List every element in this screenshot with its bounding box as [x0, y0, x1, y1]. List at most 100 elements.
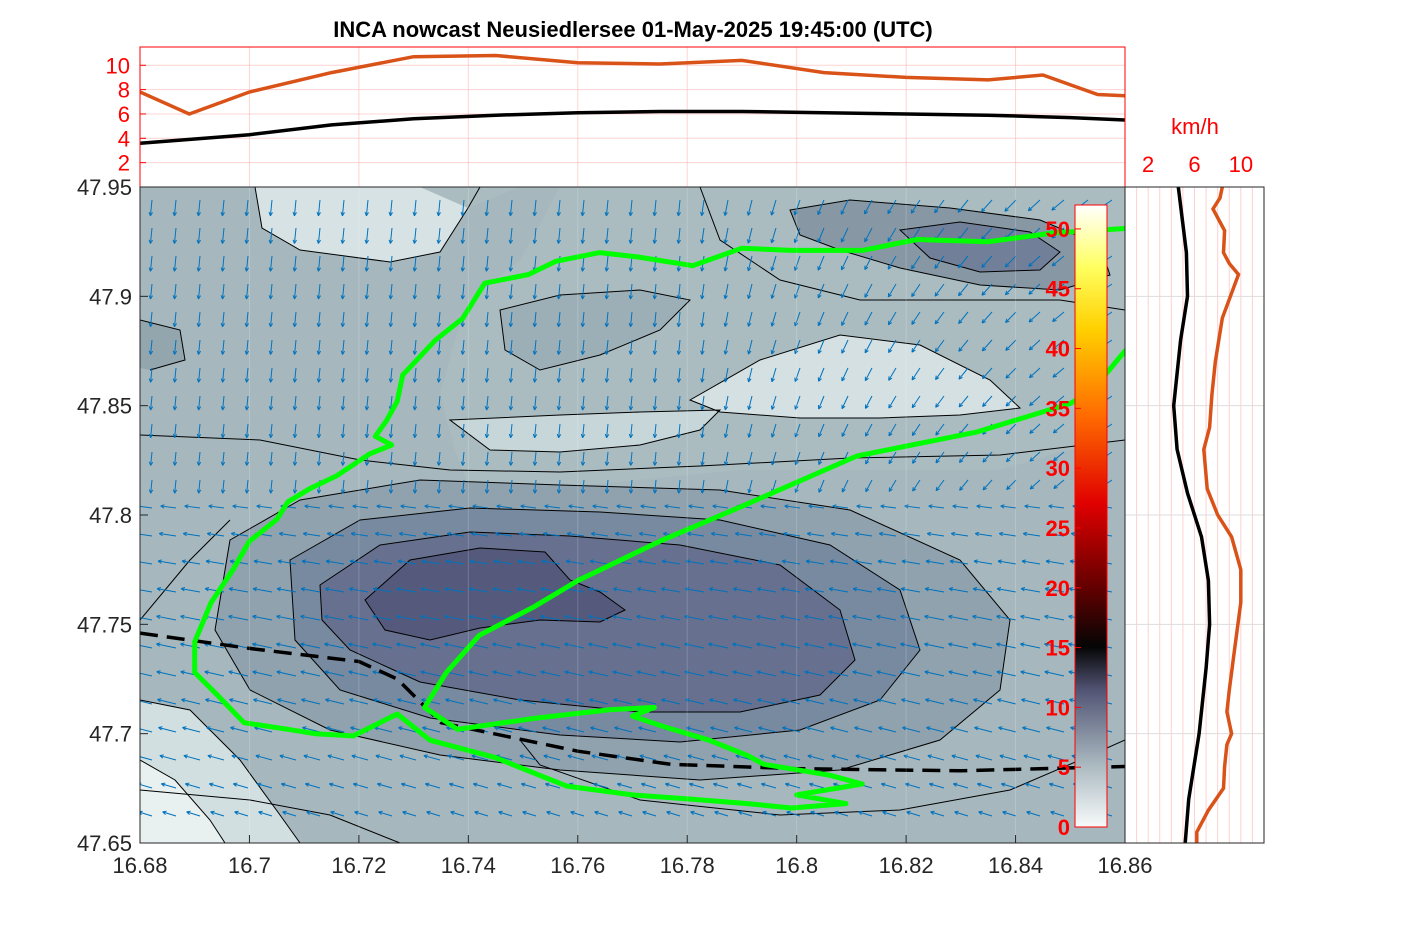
wind-vector-head	[1044, 587, 1050, 592]
wind-vector	[582, 423, 585, 438]
wind-vector	[952, 505, 969, 509]
wind-vector-head	[484, 295, 490, 300]
wind-vector	[951, 532, 969, 537]
wind-vector-head	[948, 670, 953, 675]
wind-vector-head	[829, 559, 834, 564]
wind-vector	[281, 783, 297, 789]
wind-vector	[877, 560, 897, 565]
wind-vector	[222, 451, 225, 466]
wind-vector-head	[220, 239, 225, 244]
wind-vector	[492, 671, 513, 677]
wind-vector	[276, 615, 297, 621]
wind-vector	[927, 755, 945, 761]
wind-vector	[401, 783, 417, 789]
wind-vector	[545, 783, 561, 789]
wind-vector-head	[204, 670, 209, 675]
wind-vector-head	[930, 810, 935, 815]
wind-vector	[294, 423, 297, 438]
wind-vector	[630, 479, 633, 494]
wind-vector	[365, 255, 369, 272]
wind-vector	[1048, 505, 1065, 509]
wind-vector	[256, 505, 273, 509]
wind-vector	[1005, 395, 1017, 407]
wind-vector-head	[397, 698, 402, 703]
wind-vector-head	[277, 698, 282, 703]
wind-vector	[270, 339, 273, 355]
wind-vector	[613, 588, 633, 593]
wind-vector-head	[580, 350, 586, 355]
wind-vector	[245, 199, 249, 216]
wind-vector-head	[364, 322, 370, 328]
wind-vector-head	[770, 238, 775, 244]
wind-vector	[887, 227, 897, 242]
wind-vector-head	[220, 267, 225, 272]
wind-vector	[630, 395, 633, 411]
wind-vector	[302, 726, 321, 733]
wind-vector-head	[567, 754, 572, 759]
wind-vector	[934, 311, 945, 325]
wind-vector-head	[484, 433, 490, 439]
wind-vector	[582, 367, 585, 383]
wind-vector-head	[690, 810, 695, 815]
wind-vector	[654, 339, 657, 355]
wind-vector	[686, 726, 705, 733]
wind-vector-head	[516, 642, 521, 647]
wind-vector	[953, 783, 969, 789]
wind-vector	[420, 643, 441, 649]
wind-vector	[957, 227, 969, 241]
wind-vector-head	[1051, 289, 1057, 295]
wind-vector-head	[888, 459, 893, 465]
wind-vector-head	[1052, 345, 1057, 350]
wind-vector	[348, 671, 369, 677]
wind-vector-head	[818, 488, 823, 493]
wind-vector	[300, 643, 321, 649]
wind-vector-head	[652, 406, 658, 411]
wind-vector-head	[794, 433, 799, 438]
wind-vector-head	[700, 322, 705, 327]
wind-vector-head	[746, 211, 752, 216]
wind-vector-head	[710, 531, 716, 537]
wind-vector	[183, 755, 201, 761]
wind-vector	[493, 560, 513, 565]
wind-vector	[999, 755, 1017, 761]
wind-vector	[472, 505, 489, 509]
wind-vector	[210, 811, 225, 817]
wind-vector	[582, 451, 585, 466]
wind-vector-head	[412, 433, 418, 439]
wind-vector-head	[780, 670, 785, 675]
wind-vector-head	[1068, 614, 1073, 619]
wind-vector-head	[373, 559, 378, 564]
wind-vector	[630, 423, 633, 438]
wind-vector-head	[244, 211, 249, 217]
wind-vector-head	[958, 347, 963, 352]
wind-vector-head	[493, 698, 498, 703]
wind-vector	[677, 199, 681, 216]
wind-vector	[794, 451, 801, 465]
wind-vector-head	[375, 754, 380, 759]
wind-vector	[1044, 643, 1065, 649]
wind-vector-head	[460, 433, 466, 439]
wind-vector-head	[614, 531, 620, 537]
wind-vector	[485, 227, 489, 244]
wind-vector	[978, 811, 993, 817]
wind-vector-head	[300, 587, 306, 592]
wind-vector-head	[1052, 373, 1057, 378]
wind-vector	[246, 395, 249, 411]
wind-vector	[329, 783, 345, 789]
wind-vector	[205, 699, 225, 705]
wind-vector-head	[758, 726, 763, 731]
contour-lines	[140, 187, 1125, 843]
wind-vector	[534, 367, 537, 383]
wind-vector	[567, 532, 585, 537]
wind-vector	[981, 283, 993, 296]
wind-vector	[533, 227, 537, 244]
wind-vector	[349, 560, 369, 565]
wind-vector-head	[878, 531, 884, 537]
wind-vector-head	[196, 350, 202, 355]
wind-vector	[270, 451, 273, 466]
wind-vector-head	[220, 211, 225, 217]
wind-vector	[678, 367, 681, 383]
contour-7	[214, 479, 1011, 781]
wind-vector	[615, 532, 633, 537]
wind-vector	[935, 479, 945, 492]
